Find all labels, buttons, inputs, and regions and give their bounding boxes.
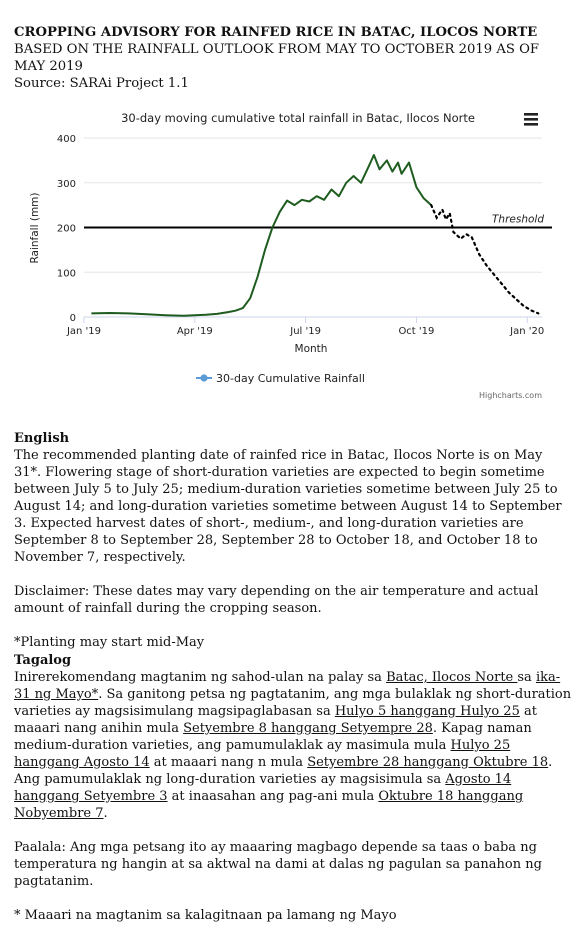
tagalog-long-harvest: Oktubre 18 hanggang Nobyembre 7 (14, 789, 524, 821)
advisory-title: CROPPING ADVISORY FOR RAINFED RICE IN BA… (14, 25, 538, 40)
x-tick-label: Jan '19 (66, 326, 101, 337)
tagalog-long-flowering: Agosto 14 hanggang Setyembre 3 (14, 772, 512, 804)
tagalog-short-flowering: Hulyo 5 hanggang Hulyo 25 (334, 704, 520, 719)
english-heading: English (14, 431, 70, 446)
english-note: *Planting may start mid-May (14, 635, 205, 650)
tagalog-text: Inirerekomendang magtanim ng sahod-ulan … (14, 670, 387, 685)
legend-marker (200, 374, 208, 382)
y-axis-ticks: 0 100 200 300 400 (57, 134, 76, 324)
tagalog-medium-flowering: Hulyo 25 hanggang Agosto 14 (14, 738, 511, 770)
observed-rainfall-line[interactable] (91, 154, 432, 317)
tagalog-heading: Tagalog (14, 653, 72, 668)
tagalog-body: Inirerekomendang magtanim ng sahod-ulan … (14, 669, 572, 822)
tagalog-short-harvest: Setyembre 8 hanggang Setyempre 28 (183, 721, 433, 736)
y-tick-label: 100 (57, 268, 76, 279)
x-tick-label: Jul '19 (289, 326, 321, 337)
tagalog-location: Batac, Ilocos Norte (386, 670, 518, 685)
english-section: English The recommended planting date of… (14, 430, 572, 651)
x-tick-label: Jan '20 (509, 326, 544, 337)
advisory-header: CROPPING ADVISORY FOR RAINFED RICE IN BA… (14, 24, 574, 92)
y-axis-label: Rainfall (mm) (29, 192, 41, 263)
english-disclaimer: Disclaimer: These dates may vary dependi… (14, 584, 539, 616)
hamburger-menu-icon[interactable] (524, 113, 538, 126)
legend-label: 30-day Cumulative Rainfall (216, 372, 365, 385)
threshold: Threshold (84, 214, 552, 229)
x-tick-label: Oct '19 (398, 326, 434, 337)
tagalog-note: * Maaari na magtanim sa kalagitnaan pa l… (14, 908, 397, 923)
chart-title: 30-day moving cumulative total rainfall … (121, 111, 475, 125)
tagalog-text: sa (517, 670, 536, 685)
english-body: The recommended planting date of rainfed… (14, 448, 562, 565)
x-tick-label: Apr '19 (177, 326, 213, 337)
x-axis-label: Month (295, 343, 328, 355)
tagalog-text: . Ang pamumulaklak ng long-duration vari… (14, 755, 553, 787)
legend[interactable]: 30-day Cumulative Rainfall (196, 372, 365, 385)
chart-credits[interactable]: Highcharts.com (479, 391, 542, 400)
y-tick-label: 300 (57, 179, 76, 190)
threshold-label: Threshold (492, 214, 544, 226)
tagalog-text: . Sa ganitong petsa ng pagtatanim, ang m… (14, 687, 572, 719)
tagalog-text: at maaari nang n mula (149, 755, 308, 770)
tagalog-text: at maaari nang anihin mula (14, 704, 537, 736)
y-tick-label: 0 (70, 313, 76, 324)
rainfall-chart-svg: 30-day moving cumulative total rainfall … (29, 111, 552, 400)
tagalog-text: at inaasahan ang pag-ani mula (167, 789, 379, 804)
series (91, 154, 540, 317)
y-tick-label: 200 (57, 224, 76, 235)
tagalog-text: . (103, 806, 108, 821)
forecast-rainfall-line[interactable] (430, 204, 540, 315)
tagalog-section: Tagalog Inirerekomendang magtanim ng sah… (14, 652, 572, 924)
tagalog-paalala: Paalala: Ang mga petsang ito ay maaaring… (14, 840, 542, 889)
tagalog-text: . Kapag naman medium-duration varieties,… (14, 721, 532, 753)
x-axis-ticks: Jan '19 Apr '19 Jul '19 Oct '19 Jan '20 (66, 317, 544, 337)
rainfall-chart: 30-day moving cumulative total rainfall … (12, 100, 572, 410)
advisory-source: Source: SARAi Project 1.1 (14, 76, 189, 91)
tagalog-planting-date: ika-31 ng Mayo* (14, 670, 561, 702)
advisory-subtitle: BASED ON THE RAINFALL OUTLOOK FROM MAY T… (14, 42, 540, 74)
y-tick-label: 400 (57, 134, 76, 145)
tagalog-medium-harvest: Setyembre 28 hanggang Oktubre 18 (307, 755, 549, 770)
